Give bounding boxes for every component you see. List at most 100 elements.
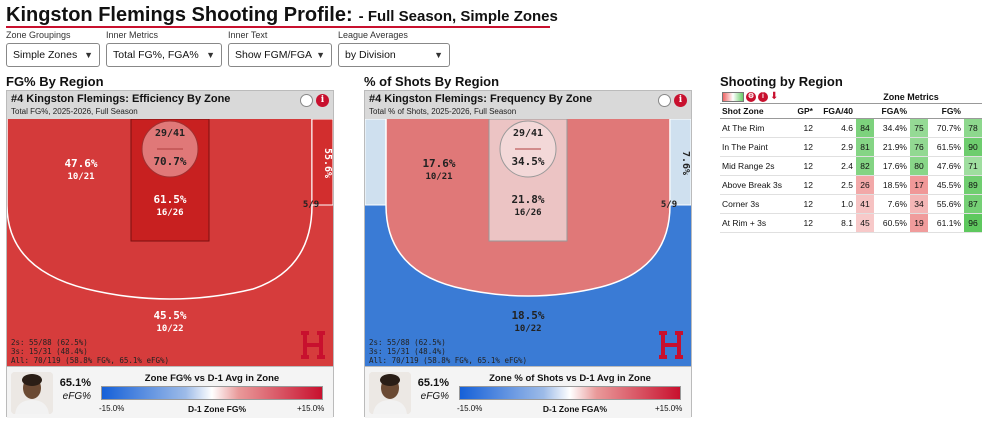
panel-footer: 65.1% eFG% Zone FG% vs D-1 Avg in Zone -… bbox=[7, 366, 333, 418]
efg-value: 65.1% bbox=[59, 377, 91, 389]
season-stats: 2s: 55/88 (62.5%) 3s: 15/31 (48.4%) All:… bbox=[369, 338, 527, 365]
paint-value: 61.5% bbox=[153, 193, 186, 206]
corner-attempts: 5/9 bbox=[303, 200, 319, 210]
cell-gp: 12 bbox=[790, 137, 816, 157]
cell-fg-pct-rank: 78 bbox=[964, 118, 982, 138]
chevron-down-icon: ▼ bbox=[206, 50, 215, 60]
cell-fg-pct-rank: 90 bbox=[964, 137, 982, 157]
download-icon[interactable]: ⬇ bbox=[770, 91, 779, 102]
efg-label: eFG% bbox=[62, 391, 91, 402]
cell-zone: Above Break 3s bbox=[720, 175, 790, 195]
inner-metrics-control: Inner Metrics Total FG%, FGA% ▼ bbox=[106, 30, 222, 67]
title-main: Kingston Flemings Shooting Profile: bbox=[6, 4, 353, 26]
cell-fga40: 2.4 bbox=[816, 156, 856, 176]
league-averages-control: League Averages by Division ▼ bbox=[338, 30, 450, 67]
paint-attempts: 16/26 bbox=[514, 208, 541, 218]
left-corner-three-zone bbox=[365, 119, 387, 206]
frequency-court-chart: 29/41 34.5% 21.8% 16/26 17.6% 10/21 7.6%… bbox=[365, 119, 691, 366]
rim-attempts: 29/41 bbox=[513, 128, 543, 139]
color-toggle-icon[interactable] bbox=[722, 91, 744, 102]
cell-fga40-rank: 81 bbox=[856, 137, 874, 157]
frequency-panel: #4 Kingston Flemings: Frequency By Zone … bbox=[364, 90, 692, 418]
cell-zone: At Rim + 3s bbox=[720, 213, 790, 233]
info-icon[interactable]: i bbox=[316, 94, 329, 107]
col-shot-zone[interactable]: Shot Zone bbox=[720, 104, 790, 119]
table-header-row: Shot Zone GP* FGA/40 FGA% FG% bbox=[720, 104, 982, 119]
league-averages-select[interactable]: by Division ▼ bbox=[338, 43, 450, 67]
info-icon[interactable]: i bbox=[758, 91, 768, 102]
toggle-icon[interactable] bbox=[658, 94, 671, 107]
cell-fga40: 4.6 bbox=[816, 118, 856, 138]
col-fga-pct-rank bbox=[910, 104, 928, 119]
col-fga40[interactable]: FGA/40 bbox=[816, 104, 856, 119]
info-icon[interactable]: i bbox=[674, 94, 687, 107]
stats-line: 3s: 15/31 (48.4%) bbox=[11, 347, 88, 356]
settings-icon[interactable]: ⚙ bbox=[746, 91, 756, 102]
scale-title: Zone FG% vs D-1 Avg in Zone bbox=[144, 373, 280, 384]
table-row: Above Break 3s 12 2.5 26 18.5% 17 45.5% 89 bbox=[720, 175, 982, 195]
zone-groupings-label: Zone Groupings bbox=[6, 30, 71, 40]
inner-text-control: Inner Text Show FGM/FGA ▼ bbox=[228, 30, 332, 67]
stats-line: All: 70/119 (58.8% FG%, 65.1% eFG%) bbox=[369, 356, 528, 365]
three-value: 18.5% bbox=[511, 309, 544, 322]
rim-value: 34.5% bbox=[511, 155, 544, 168]
season-stats: 2s: 55/88 (62.5%) 3s: 15/31 (48.4%) All:… bbox=[11, 338, 169, 365]
cell-fg-pct: 45.5% bbox=[928, 175, 964, 195]
col-fg-pct[interactable]: FG% bbox=[928, 104, 964, 119]
efficiency-panel: #4 Kingston Flemings: Efficiency By Zone… bbox=[6, 90, 334, 418]
cell-fga-pct-rank: 17 bbox=[910, 175, 928, 195]
cell-gp: 12 bbox=[790, 194, 816, 214]
corner-three-zone bbox=[311, 119, 333, 206]
chevron-down-icon: ▼ bbox=[84, 50, 93, 60]
inner-text-value: Show FGM/FGA bbox=[235, 49, 313, 61]
page-title: Kingston Flemings Shooting Profile: - Fu… bbox=[6, 4, 558, 28]
cell-fga-pct: 60.5% bbox=[874, 213, 910, 233]
cell-fg-pct: 47.6% bbox=[928, 156, 964, 176]
scale-min-label: -15.0% bbox=[99, 404, 125, 413]
efg-label: eFG% bbox=[420, 391, 449, 402]
inner-text-select[interactable]: Show FGM/FGA ▼ bbox=[228, 43, 332, 67]
col-fga-pct[interactable]: FGA% bbox=[874, 104, 910, 119]
cell-fg-pct: 70.7% bbox=[928, 118, 964, 138]
cell-gp: 12 bbox=[790, 118, 816, 138]
mid-value: 47.6% bbox=[64, 157, 97, 170]
panel-title: #4 Kingston Flemings: Frequency By Zone bbox=[369, 93, 593, 105]
color-scale-bar bbox=[459, 386, 681, 400]
mid-value: 17.6% bbox=[422, 157, 455, 170]
cell-fg-pct: 61.1% bbox=[928, 213, 964, 233]
paint-attempts: 16/26 bbox=[156, 208, 183, 218]
col-fga40-rank bbox=[856, 104, 874, 119]
mid-attempts: 10/21 bbox=[67, 172, 94, 182]
scale-title: Zone % of Shots vs D-1 Avg in Zone bbox=[489, 373, 651, 384]
table-row: At The Rim 12 4.6 84 34.4% 75 70.7% 78 bbox=[720, 118, 982, 138]
table-row: At Rim + 3s 12 8.1 45 60.5% 19 61.1% 96 bbox=[720, 213, 982, 233]
toggle-icon[interactable] bbox=[300, 94, 313, 107]
corner-value: 7.6% bbox=[680, 151, 691, 175]
panel-header: #4 Kingston Flemings: Efficiency By Zone… bbox=[7, 91, 333, 119]
panel-footer: 65.1% eFG% Zone % of Shots vs D-1 Avg in… bbox=[365, 366, 691, 418]
col-gp[interactable]: GP* bbox=[790, 104, 816, 119]
table-toolbar: ⚙ i ⬇ Zone Metrics bbox=[720, 90, 982, 104]
cell-fga-pct: 17.6% bbox=[874, 156, 910, 176]
inner-metrics-select[interactable]: Total FG%, FGA% ▼ bbox=[106, 43, 222, 67]
inner-metrics-value: Total FG%, FGA% bbox=[113, 49, 199, 61]
cell-fga-pct-rank: 34 bbox=[910, 194, 928, 214]
scale-max-label: +15.0% bbox=[297, 404, 325, 413]
cell-fg-pct-rank: 96 bbox=[964, 213, 982, 233]
team-logo bbox=[659, 331, 683, 359]
cell-fga40-rank: 84 bbox=[856, 118, 874, 138]
mid-attempts: 10/21 bbox=[425, 172, 452, 182]
title-underline bbox=[6, 26, 550, 28]
player-avatar bbox=[369, 372, 411, 414]
efg-value: 65.1% bbox=[417, 377, 449, 389]
zone-groupings-select[interactable]: Simple Zones ▼ bbox=[6, 43, 100, 67]
cell-zone: At The Rim bbox=[720, 118, 790, 138]
stats-line: 3s: 15/31 (48.4%) bbox=[369, 347, 446, 356]
three-value: 45.5% bbox=[153, 309, 186, 322]
player-avatar bbox=[11, 372, 53, 414]
cell-fga40-rank: 82 bbox=[856, 156, 874, 176]
rim-attempts: 29/41 bbox=[155, 128, 185, 139]
rim-value: 70.7% bbox=[153, 155, 186, 168]
panel-title: #4 Kingston Flemings: Efficiency By Zone bbox=[11, 93, 231, 105]
cell-fga40: 8.1 bbox=[816, 213, 856, 233]
